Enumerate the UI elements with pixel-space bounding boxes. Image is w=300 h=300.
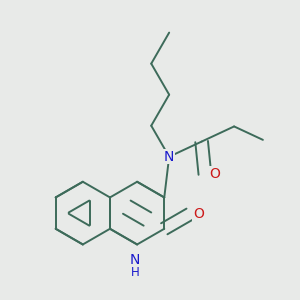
Text: N: N bbox=[130, 253, 140, 267]
Text: H: H bbox=[131, 266, 140, 279]
Text: N: N bbox=[164, 150, 174, 164]
Text: O: O bbox=[209, 167, 220, 181]
Text: O: O bbox=[193, 207, 204, 221]
